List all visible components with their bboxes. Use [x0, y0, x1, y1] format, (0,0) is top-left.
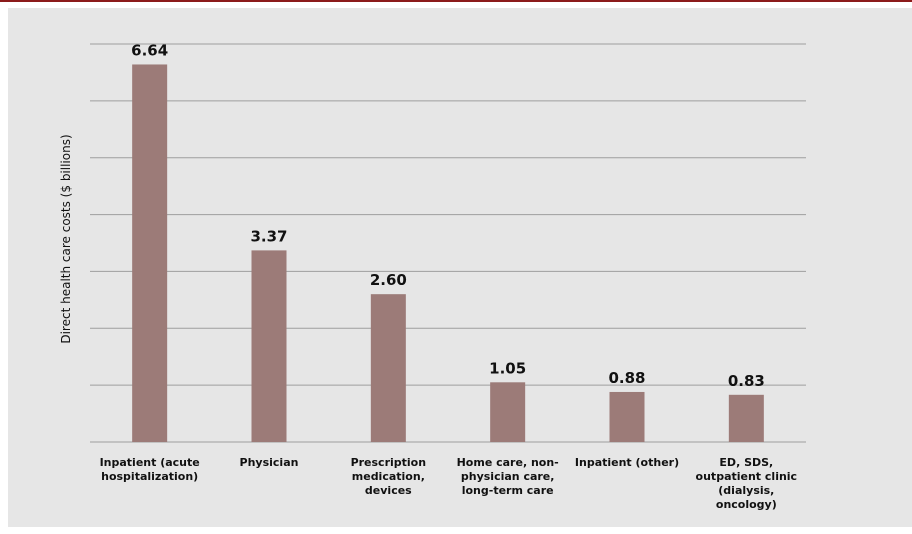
bar [490, 382, 526, 442]
data-label: 0.83 [728, 372, 765, 390]
category-label: Physician [240, 456, 299, 469]
data-label: 0.88 [608, 369, 645, 387]
data-label: 3.37 [250, 227, 287, 245]
top-accent-rule [0, 0, 912, 2]
bars [132, 64, 764, 443]
bar [132, 64, 168, 443]
category-label: Prescription medication, devices [351, 456, 427, 497]
y-axis-title: Direct health care costs ($ billions) [59, 134, 73, 343]
category-label: Inpatient (acute hospitalization) [100, 456, 200, 483]
category-label: Inpatient (other) [575, 456, 679, 469]
gridlines [90, 43, 806, 443]
bar [251, 250, 287, 442]
bar [728, 394, 764, 442]
category-labels: Inpatient (acute hospitalization) Physicia… [100, 456, 798, 511]
category-label: Home care, non-physician care, long-term … [457, 456, 559, 497]
bar [609, 391, 645, 442]
data-label: 1.05 [489, 359, 526, 377]
category-label: ED, SDS, outpatient clinic (dialysis, oncol… [696, 456, 798, 511]
value-labels: 6.64 3.37 2.60 1.05 0.88 0.83 [131, 41, 765, 389]
data-label: 6.64 [131, 41, 168, 59]
bar [370, 294, 406, 442]
data-label: 2.60 [370, 271, 407, 289]
